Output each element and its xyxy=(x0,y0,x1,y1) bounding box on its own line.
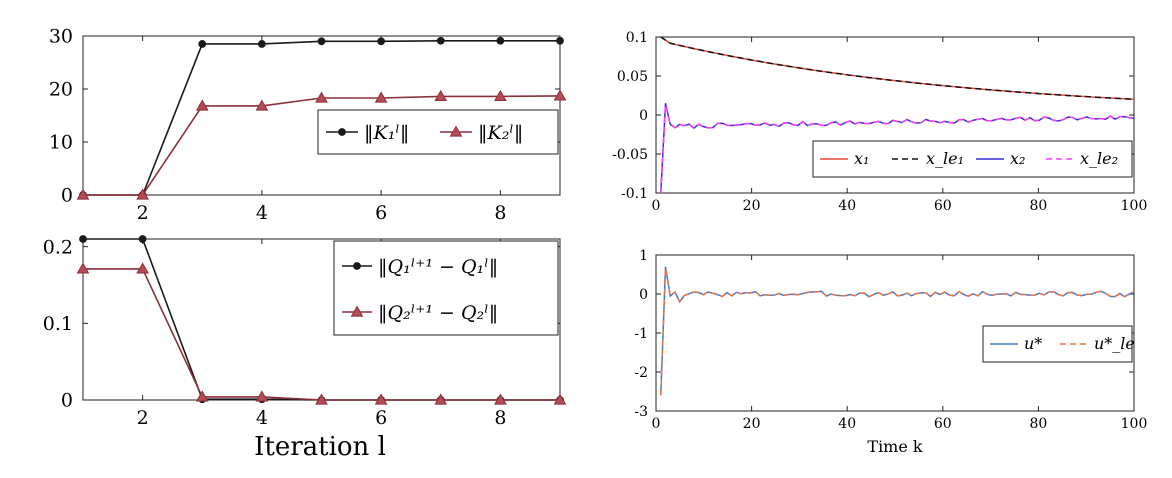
data-point xyxy=(76,262,90,274)
x-tick-label: 2 xyxy=(137,202,149,224)
legend-label: ‖Q₁ˡ⁺¹ − Q₁ˡ‖ xyxy=(378,256,498,278)
data-point xyxy=(255,99,269,111)
data-point xyxy=(553,89,567,101)
data-point xyxy=(436,36,445,45)
legend-marker xyxy=(449,125,463,137)
legend-box xyxy=(333,240,559,336)
xlabel-word: Iteration l xyxy=(254,432,386,462)
data-point xyxy=(195,99,209,111)
data-point xyxy=(553,393,567,405)
series-line-2 xyxy=(660,36,1135,101)
y-tick-label: -1 xyxy=(634,326,648,342)
data-point xyxy=(374,91,388,103)
x-tick-label: 8 xyxy=(494,202,506,224)
x-tick-label: 60 xyxy=(934,416,952,432)
legend-marker xyxy=(350,305,364,317)
data-point xyxy=(255,390,269,402)
x-tick-label: 40 xyxy=(838,416,856,432)
data-point xyxy=(79,235,87,243)
series-line-4 xyxy=(660,104,1135,194)
y-tick-label: 0 xyxy=(639,108,648,124)
plot-frame xyxy=(82,35,561,196)
legend-box xyxy=(812,140,1133,178)
y-tick-label: 0.2 xyxy=(43,236,73,258)
legend-label: ‖K₂ˡ‖ xyxy=(478,122,523,144)
legend-label: x₁ xyxy=(854,149,869,168)
data-point xyxy=(377,37,386,46)
legend-label: ‖Q₂ˡ⁺¹ − Q₂ˡ‖ xyxy=(378,302,498,324)
y-tick-label: -2 xyxy=(634,365,648,381)
data-point xyxy=(315,91,328,103)
data-point xyxy=(434,89,448,102)
x-tick-label: 4 xyxy=(256,407,268,429)
x-tick-label: 0 xyxy=(652,198,661,214)
data-point xyxy=(317,37,326,46)
x-tick-label: 8 xyxy=(494,407,506,429)
data-point xyxy=(494,89,507,102)
xlabel-word: Time k xyxy=(867,437,923,456)
x-tick-label: 40 xyxy=(838,198,856,214)
x-tick-label: 0 xyxy=(652,416,661,432)
panel-control-input: 0 20 40 60 80 100 -3 -2 -1 0 1 u* u*_le xyxy=(634,248,1147,432)
y-tick-label: -0.1 xyxy=(621,186,648,202)
x-tick-label: 100 xyxy=(1121,198,1148,214)
data-point xyxy=(198,40,207,48)
y-tick-label: 0 xyxy=(61,390,73,412)
legend-label: ‖K₁ˡ‖ xyxy=(364,122,409,144)
data-point xyxy=(138,235,147,243)
y-tick-label: 10 xyxy=(49,132,73,154)
x-tick-label: 80 xyxy=(1029,416,1047,432)
y-tick-label: 0.05 xyxy=(617,69,648,85)
y-tick-label: 20 xyxy=(49,79,73,101)
u-panel-xlabel: Time k xyxy=(867,437,923,456)
legend-label: x_le₁ xyxy=(926,149,964,168)
data-point xyxy=(257,40,266,48)
data-point xyxy=(556,36,564,45)
x-tick-label: 20 xyxy=(743,198,761,214)
y-tick-label: 0.1 xyxy=(43,313,73,335)
x-tick-label: 100 xyxy=(1121,416,1148,432)
x-tick-label: 6 xyxy=(375,202,387,224)
x-tick-label: 4 xyxy=(256,202,268,224)
x-tick-label: 20 xyxy=(743,416,761,432)
panel-state-trajectories: 0 20 40 60 80 100 -0.1 -0.05 0 0.05 0.1 x₁ x_le₁ x₂ x_… xyxy=(612,30,1147,214)
data-point xyxy=(136,262,149,274)
data-point xyxy=(315,393,328,405)
y-tick-label: -0.05 xyxy=(612,147,648,163)
series-line-1 xyxy=(660,36,1135,101)
x-tick-label: 60 xyxy=(934,198,952,214)
data-point xyxy=(76,188,90,200)
y-tick-label: 30 xyxy=(49,26,73,48)
data-point xyxy=(374,393,388,405)
x-tick-label: 6 xyxy=(375,407,387,429)
legend-marker xyxy=(353,262,361,270)
y-tick-label: 1 xyxy=(639,248,648,264)
legend-label: x₂ xyxy=(1010,149,1025,168)
y-tick-label: -3 xyxy=(634,404,648,420)
y-tick-label: 0.1 xyxy=(626,30,648,46)
y-tick-label: 0 xyxy=(61,185,73,207)
y-tick-label: 0 xyxy=(639,287,648,303)
x-tick-label: 2 xyxy=(137,407,149,429)
data-point xyxy=(195,390,209,402)
legend-label: u*_le xyxy=(1094,334,1135,353)
series-line-2 xyxy=(660,267,1135,396)
legend-label: u* xyxy=(1024,334,1042,353)
panel-k-norms: 2 4 6 8 0 10 20 30 ‖K₁ˡ‖ ‖K₂ˡ‖ xyxy=(49,26,567,224)
legend-label: x_le₂ xyxy=(1080,149,1118,168)
legend-marker xyxy=(338,128,346,136)
data-point xyxy=(496,36,505,45)
data-point xyxy=(136,188,149,200)
panel-q-differences: 2 4 6 8 0 0.1 0.2 ‖Q₁ˡ⁺¹ − Q₁ˡ‖ ‖Q₂ˡ⁺¹ − Q₂ˡ‖ xyxy=(43,235,567,429)
data-point xyxy=(434,393,448,405)
q-panel-xlabel: Iteration l xyxy=(254,432,386,462)
data-point xyxy=(494,393,507,405)
x-tick-label: 80 xyxy=(1029,198,1047,214)
